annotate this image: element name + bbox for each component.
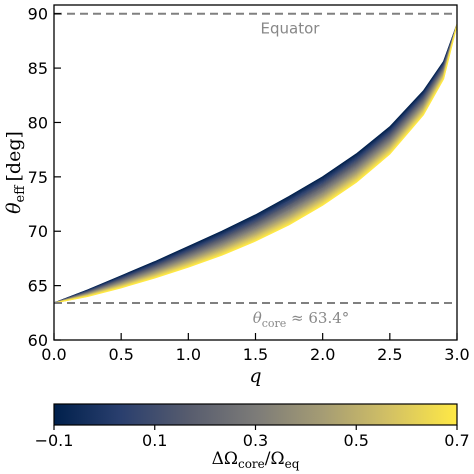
series-line <box>53 24 458 304</box>
series-line <box>53 24 458 304</box>
x-tick-label: 3.0 <box>444 345 469 364</box>
series-line <box>53 24 458 304</box>
series-line <box>53 24 458 304</box>
series-line <box>53 24 458 304</box>
colorbar-label-den: Ω <box>271 449 285 469</box>
series-line <box>53 24 458 304</box>
y-tick-label: 65 <box>28 277 48 296</box>
series-line <box>53 24 458 304</box>
colorbar-ticks: −0.1 0.1 0.3 0.5 0.7 <box>35 425 470 450</box>
y-tick-label: 80 <box>28 113 48 132</box>
x-axis-label: q <box>249 365 261 387</box>
colorbar-label-num-sub: core <box>238 457 265 471</box>
series-line <box>53 24 458 304</box>
plot-area: Equator θcore ≈ 63.4° <box>53 4 458 341</box>
series-line <box>53 24 458 304</box>
series-line <box>53 24 458 304</box>
x-axis: 0.0 0.5 1.0 1.5 2.0 2.5 3.0 <box>41 333 470 364</box>
x-tick-label: 1.0 <box>176 345 201 364</box>
colorbar-tick-label: 0.1 <box>142 431 167 450</box>
y-axis-label-symbol: θ <box>3 202 25 214</box>
data-curves <box>53 24 458 304</box>
x-tick-label: 2.0 <box>310 345 335 364</box>
y-tick-label: 60 <box>28 331 48 350</box>
series-line <box>53 24 458 304</box>
colorbar-tick-label: 0.3 <box>243 431 268 450</box>
series-line <box>53 24 458 304</box>
series-line <box>53 24 458 304</box>
core-angle-label: θcore ≈ 63.4° <box>253 309 350 330</box>
y-tick-label: 90 <box>28 5 48 24</box>
series-line <box>53 24 458 304</box>
core-angle-symbol: θ <box>253 309 262 327</box>
x-tick-label: 0.5 <box>108 345 133 364</box>
core-angle-value: ≈ 63.4° <box>286 309 349 327</box>
series-line <box>53 24 458 304</box>
colorbar-label: ΔΩcore/Ωeq <box>212 449 300 471</box>
colorbar-gradient <box>53 403 458 426</box>
series-line <box>53 24 458 304</box>
series-line <box>53 24 458 304</box>
y-tick-label: 70 <box>28 222 48 241</box>
y-tick-label: 85 <box>28 59 48 78</box>
series-line <box>53 24 458 304</box>
series-line <box>53 24 458 304</box>
colorbar-tick-label: 0.5 <box>344 431 369 450</box>
series-line <box>53 24 458 304</box>
colorbar: −0.1 0.1 0.3 0.5 0.7 ΔΩcore/Ωeq <box>35 403 470 471</box>
series-line <box>53 24 458 304</box>
series-line <box>53 24 458 304</box>
y-axis-label-unit: [deg] <box>3 131 25 181</box>
series-line <box>53 24 458 304</box>
series-line <box>53 24 458 304</box>
colorbar-label-delta: ΔΩ <box>212 449 238 469</box>
x-tick-label: 1.5 <box>243 345 268 364</box>
y-axis: 60 65 70 75 80 85 90 <box>28 5 61 350</box>
colorbar-tick-label: −0.1 <box>35 431 74 450</box>
y-axis-label: θeff [deg] <box>3 131 28 214</box>
y-axis-label-subscript: eff <box>13 184 28 203</box>
series-line <box>53 24 458 304</box>
series-line <box>53 24 458 304</box>
series-line <box>53 24 458 304</box>
colorbar-label-den-sub: eq <box>285 457 300 471</box>
y-tick-label: 75 <box>28 168 48 187</box>
series-line <box>53 24 458 304</box>
equator-label: Equator <box>261 20 321 38</box>
series-line <box>53 24 458 304</box>
x-tick-label: 0.0 <box>41 345 66 364</box>
series-line <box>53 24 458 304</box>
x-tick-label: 2.5 <box>377 345 402 364</box>
core-angle-subscript: core <box>262 317 287 330</box>
colorbar-tick-label: 0.7 <box>444 431 469 450</box>
